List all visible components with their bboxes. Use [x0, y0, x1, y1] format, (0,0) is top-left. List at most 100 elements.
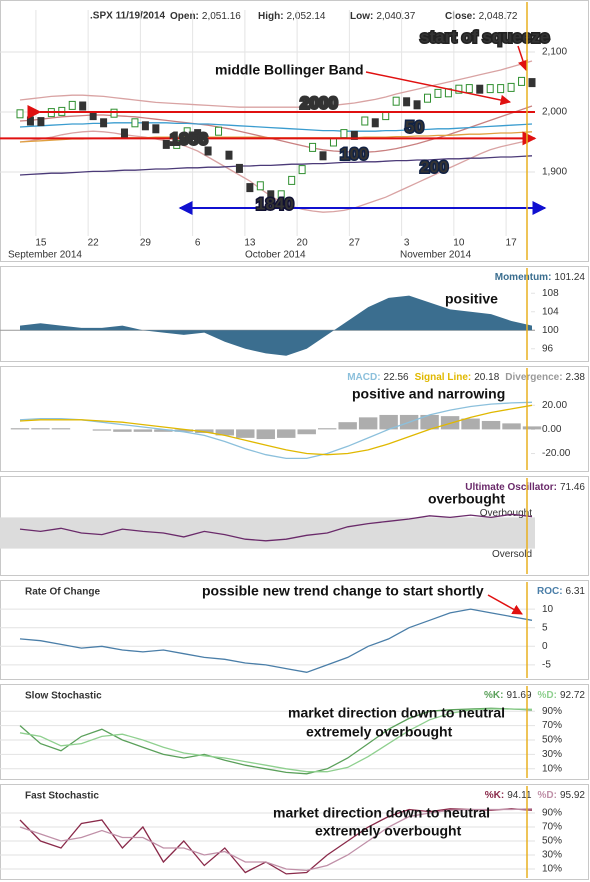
indicator-value: 6.31 — [566, 586, 586, 597]
bar — [256, 429, 275, 440]
stat: Open: 2,051.16 — [170, 11, 241, 22]
indicator-header: %K: 91.69 %D: 92.72 — [484, 690, 585, 701]
panel — [0, 366, 589, 472]
y-tick-label: 90% — [542, 706, 562, 717]
series-line — [19, 808, 533, 875]
bar — [113, 429, 132, 432]
series-line — [19, 513, 533, 542]
y-tick-label: 100 — [542, 325, 559, 336]
bar — [92, 429, 112, 431]
ma-label: 200 — [420, 157, 448, 176]
y-tick-label: 108 — [542, 288, 559, 299]
area — [20, 295, 532, 356]
y-tick-label: 0.00 — [542, 424, 562, 435]
candle — [403, 97, 411, 107]
y-tick-label: 2,000 — [542, 107, 567, 118]
indicator-value: 95.92 — [560, 790, 585, 801]
indicator-name: Divergence: — [505, 372, 562, 383]
band-label: Overbought — [480, 508, 532, 519]
stat-name: High: — [258, 11, 284, 22]
arrow — [365, 71, 512, 106]
ma-label: 50 — [405, 117, 424, 136]
symbol: .SPX 11/19/2014 — [90, 11, 166, 22]
indicator-value: 22.56 — [384, 372, 409, 383]
indicator-header: ROC: 6.31 — [537, 586, 585, 597]
indicator-name: %D: — [538, 790, 557, 801]
bar — [236, 429, 255, 438]
stat-name: Open: — [170, 11, 199, 22]
series-line — [19, 404, 533, 456]
candle — [162, 139, 170, 149]
candle — [528, 78, 536, 88]
series-line — [19, 60, 533, 108]
candle — [256, 181, 264, 191]
y-tick-label: 50% — [542, 735, 562, 746]
x-tick-label: 15 — [35, 238, 47, 249]
bar — [461, 418, 480, 430]
candle — [120, 128, 128, 138]
indicator-name: Momentum: — [495, 272, 552, 283]
y-tick-label: 104 — [542, 306, 559, 317]
x-tick-label: 20 — [297, 238, 309, 249]
candle — [173, 139, 181, 149]
candle — [309, 142, 317, 152]
candle — [110, 108, 118, 118]
stat-value: 2,051.16 — [202, 11, 241, 22]
annotation: market direction down to neutral — [273, 805, 490, 821]
y-tick-label: 0 — [542, 641, 548, 652]
candle — [225, 150, 233, 160]
stat-name: Low: — [350, 11, 373, 22]
candle — [16, 109, 24, 119]
candle — [392, 96, 400, 106]
bar — [420, 414, 439, 430]
ma-label: 100 — [340, 144, 368, 163]
candle — [518, 76, 526, 86]
y-tick-label: 96 — [542, 343, 554, 354]
annotation: start of squeeze — [420, 27, 549, 46]
month-label: September 2014 — [8, 250, 82, 261]
indicator-value: 94.11 — [507, 790, 532, 801]
series-line — [19, 608, 533, 673]
candle — [319, 151, 327, 161]
series-line — [19, 708, 533, 773]
candle — [235, 163, 243, 173]
indicator-value: 101.24 — [554, 272, 585, 283]
y-tick-label: 70% — [542, 720, 562, 731]
stat-value: 2,040.37 — [376, 11, 415, 22]
candle — [424, 93, 432, 103]
x-tick-label: 6 — [195, 238, 201, 249]
y-tick-label: 50% — [542, 836, 562, 847]
indicator-header: Momentum: 101.24 — [495, 272, 586, 283]
candle — [288, 175, 296, 185]
indicator-name: Signal Line: — [415, 372, 472, 383]
bar — [297, 429, 316, 435]
candle — [204, 146, 212, 156]
annotation: market direction down to neutral — [288, 705, 505, 721]
y-tick-label: -5 — [542, 659, 551, 670]
indicator-value: 91.69 — [506, 690, 531, 701]
stat: Close: 2,048.72 — [445, 11, 518, 22]
annotation: overbought — [428, 491, 505, 507]
candle — [340, 129, 348, 139]
annotation: possible new trend change to start short… — [202, 583, 484, 599]
indicator-name: MACD: — [347, 372, 380, 383]
candle — [183, 127, 191, 137]
y-tick-label: 10 — [542, 604, 554, 615]
indicator-header: Ultimate Oscillator: 71.46 — [465, 482, 585, 493]
indicator-value: 20.18 — [474, 372, 499, 383]
y-tick-label: 70% — [542, 822, 562, 833]
candle — [371, 118, 379, 128]
indicator-name: Ultimate Oscillator: — [465, 482, 557, 493]
stat-name: Close: — [445, 11, 476, 22]
y-tick-label: 10% — [542, 763, 562, 774]
y-tick-label: 10% — [542, 864, 562, 875]
series-line — [19, 401, 533, 460]
y-tick-label: -20.00 — [542, 448, 571, 459]
series-line — [19, 808, 533, 872]
y-tick-label: 5 — [542, 622, 548, 633]
y-tick-label: 30% — [542, 749, 562, 760]
candle — [455, 84, 463, 94]
candle — [37, 117, 45, 127]
indicator-name: %D: — [538, 690, 557, 701]
